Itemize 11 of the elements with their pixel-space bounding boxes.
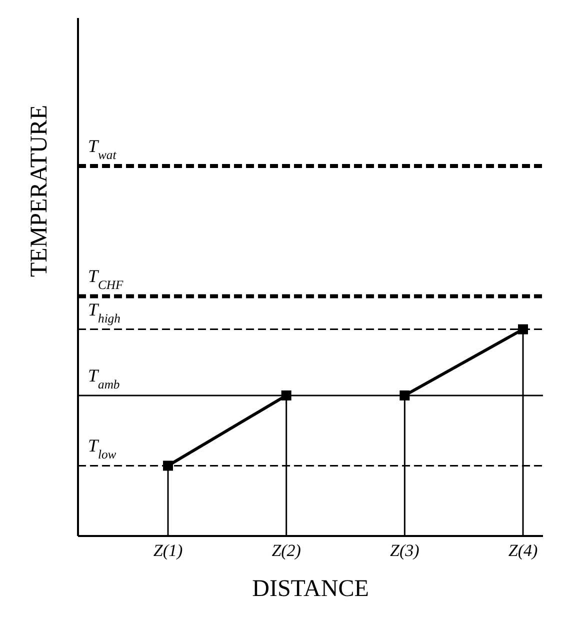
- x-tick-label: Z(3): [390, 541, 420, 560]
- x-tick-label: Z(4): [508, 541, 538, 560]
- x-axis-title: DISTANCE: [252, 576, 369, 602]
- ref-line-label: T$_{low}$: [88, 436, 117, 462]
- y-axis-title: TEMPERATURE: [26, 104, 53, 277]
- ref-line-label: T$_{CHF}$: [88, 266, 124, 292]
- x-tick-label: Z(1): [153, 541, 183, 560]
- ref-line-label: T$_{high}$: [88, 299, 120, 326]
- x-tick-label: Z(2): [272, 541, 302, 560]
- ref-line-label: T$_{amb}$: [88, 365, 120, 392]
- ref-line-label: T$_{wat}$: [88, 136, 117, 162]
